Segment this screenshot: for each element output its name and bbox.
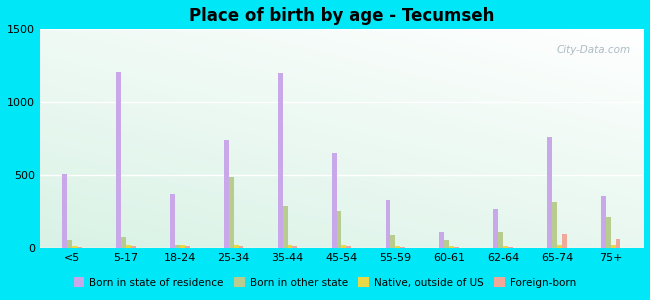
Bar [175,245,180,248]
Bar [278,73,283,248]
Bar [503,246,508,248]
Bar [391,235,395,248]
Bar [126,245,131,248]
Title: Place of birth by age - Tecumseh: Place of birth by age - Tecumseh [188,7,494,25]
Bar [131,246,136,248]
Bar [121,236,126,248]
Bar [287,245,292,248]
Bar [449,246,454,248]
Bar [185,246,190,248]
Bar [116,72,121,248]
Bar [341,245,346,248]
Bar [445,240,449,248]
Bar [552,202,557,248]
Bar [498,232,503,248]
Bar [611,245,616,248]
Bar [346,246,351,248]
Bar [562,234,567,248]
Bar [557,245,562,248]
Bar [224,140,229,248]
Bar [332,153,337,248]
Bar [616,239,621,248]
Bar [493,209,498,248]
Bar [229,177,234,248]
Bar [508,247,513,248]
Bar [180,245,185,248]
Bar [62,174,67,248]
Bar [67,240,72,248]
Bar [239,246,243,248]
Bar [234,245,239,248]
Bar [292,246,297,248]
Bar [283,206,287,248]
Bar [77,247,82,248]
Bar [72,246,77,248]
Bar [601,196,606,248]
Bar [400,247,405,248]
Bar [439,232,445,248]
Text: City-Data.com: City-Data.com [557,45,631,55]
Bar [337,211,341,248]
Bar [454,247,459,248]
Bar [547,137,552,248]
Legend: Born in state of residence, Born in other state, Native, outside of US, Foreign-: Born in state of residence, Born in othe… [70,273,580,292]
Bar [606,217,611,248]
Bar [170,194,175,248]
Bar [385,200,391,248]
Bar [395,246,400,248]
